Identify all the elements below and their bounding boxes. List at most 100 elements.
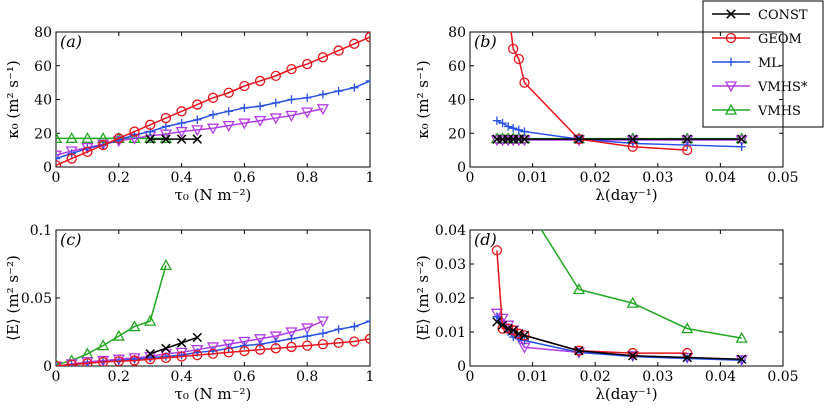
data-point-ml (492, 312, 502, 321)
x-tick-label-b: 0.02 (580, 170, 611, 186)
data-point-geom (66, 153, 77, 164)
data-point-vmhs-star (253, 334, 267, 346)
x-tick-label-a: 0.4 (170, 170, 192, 186)
data-point-vmhs-star (222, 339, 235, 351)
data-point-vmhs-star (191, 125, 204, 137)
x-axis-label-a: τ₀ (N m⁻²) (175, 186, 252, 204)
data-point-ml (350, 322, 359, 331)
data-point-geom (113, 133, 124, 144)
data-point-ml (240, 103, 249, 113)
series-line-const (149, 336, 198, 355)
data-point-geom (503, 323, 514, 334)
series-line-vmhs (540, 230, 742, 339)
legend-swatch-const (712, 9, 750, 19)
data-point-geom (333, 45, 344, 56)
data-point-vmhs (81, 131, 94, 143)
data-point-geom (176, 106, 187, 117)
data-point-vmhs (735, 331, 748, 343)
data-point-vmhs-star (56, 150, 63, 162)
data-point-geom (82, 358, 93, 366)
data-point-const (519, 134, 530, 144)
data-point-vmhs-star (65, 146, 78, 158)
legend-marker-const (726, 9, 736, 19)
data-point-geom (317, 339, 329, 350)
x-tick-label-a: 0.8 (296, 170, 318, 186)
data-point-geom (239, 80, 250, 92)
data-point-vmhs (626, 296, 639, 308)
data-point-vmhs (681, 322, 694, 334)
data-point-const (628, 134, 638, 144)
data-point-geom (682, 144, 693, 156)
data-point-ml (240, 341, 249, 350)
y-tick-label-c: 0.1 (30, 223, 52, 239)
data-point-ml (737, 142, 746, 151)
series-const-c (145, 332, 203, 359)
legend-marker-geom (725, 32, 737, 44)
y-tick-label-b: 80 (448, 25, 466, 41)
legend-label-ml: ML (758, 56, 780, 71)
data-point-const (192, 134, 203, 144)
series-line-vmhs (56, 265, 167, 366)
series-vmhs-d (540, 230, 748, 343)
data-point-vmhs-star (316, 316, 330, 328)
data-point-geom (129, 126, 140, 137)
y-tick-label-a: 60 (34, 59, 52, 75)
data-point-const (176, 134, 187, 144)
data-point-geom (508, 43, 519, 55)
x-tick-label-d: 0.03 (642, 369, 673, 385)
x-tick-label-b: 0.04 (705, 170, 736, 186)
data-point-const (145, 349, 155, 359)
legend-item-const: CONST (712, 8, 808, 23)
data-point-ml (161, 122, 171, 131)
y-tick-label-a: 20 (34, 126, 52, 142)
data-point-geom (333, 337, 344, 349)
x-tick-label-a: 0.2 (108, 170, 130, 186)
x-tick-label-c: 0.2 (108, 369, 130, 385)
data-point-geom (97, 356, 109, 366)
data-point-geom (223, 87, 234, 98)
legend-swatch-geom (712, 32, 750, 44)
data-point-vmhs-star (269, 113, 282, 125)
panel-c: (c) (60, 230, 81, 249)
data-point-ml (271, 98, 280, 108)
legend-swatch-ml (712, 57, 750, 67)
y-tick-label-d: 0.01 (435, 325, 466, 341)
data-point-vmhs (144, 131, 157, 143)
data-point-vmhs (96, 339, 110, 351)
data-point-geom (519, 77, 530, 88)
legend-label-vmhs: VMHS (757, 104, 801, 119)
y-tick-label-d: 0.03 (435, 257, 466, 273)
data-point-vmhs-star (518, 135, 531, 147)
x-tick-label-b: 0 (466, 170, 475, 186)
y-tick-label-b: 20 (448, 126, 466, 142)
legend-label-const: CONST (758, 8, 808, 23)
series-vmhs-star-b (490, 135, 748, 147)
series-ml-d (492, 312, 746, 365)
panel-d: (d) (474, 230, 497, 249)
data-point-const (161, 134, 171, 144)
data-point-ml (255, 102, 265, 111)
data-point-geom (176, 351, 187, 362)
data-point-vmhs-star (175, 126, 188, 138)
x-tick-label-c: 1 (366, 369, 375, 385)
y-tick-label-d: 0.02 (435, 291, 466, 307)
series-line-geom (510, 32, 688, 151)
data-point-vmhs (572, 283, 586, 295)
y-axis-label-d: ⟨E⟩ (m² s⁻²) (414, 255, 432, 341)
data-point-geom (129, 355, 140, 366)
y-axis-label-b: κ₀ (m² s⁻¹) (414, 60, 432, 139)
y-tick-label-a: 40 (34, 93, 52, 109)
x-tick-label-c: 0.8 (296, 369, 318, 385)
data-point-const (514, 328, 524, 339)
y-axis-label-c: ⟨E⟩ (m² s⁻²) (4, 255, 22, 341)
data-point-geom (349, 38, 360, 49)
data-point-geom (286, 63, 297, 75)
plot-c: 0 0.2 0.4 0.6 0.8 1 0 0.05 0.1 τ₀ (N m⁻²) ⟨E⟩ (m² … (4, 223, 375, 403)
x-tick-label-c: 0.4 (170, 369, 192, 385)
x-tick-label-a: 0.6 (233, 170, 255, 186)
data-point-geom (113, 356, 124, 366)
data-point-geom (254, 75, 266, 87)
data-point-const (192, 332, 203, 343)
data-point-geom (145, 119, 156, 130)
